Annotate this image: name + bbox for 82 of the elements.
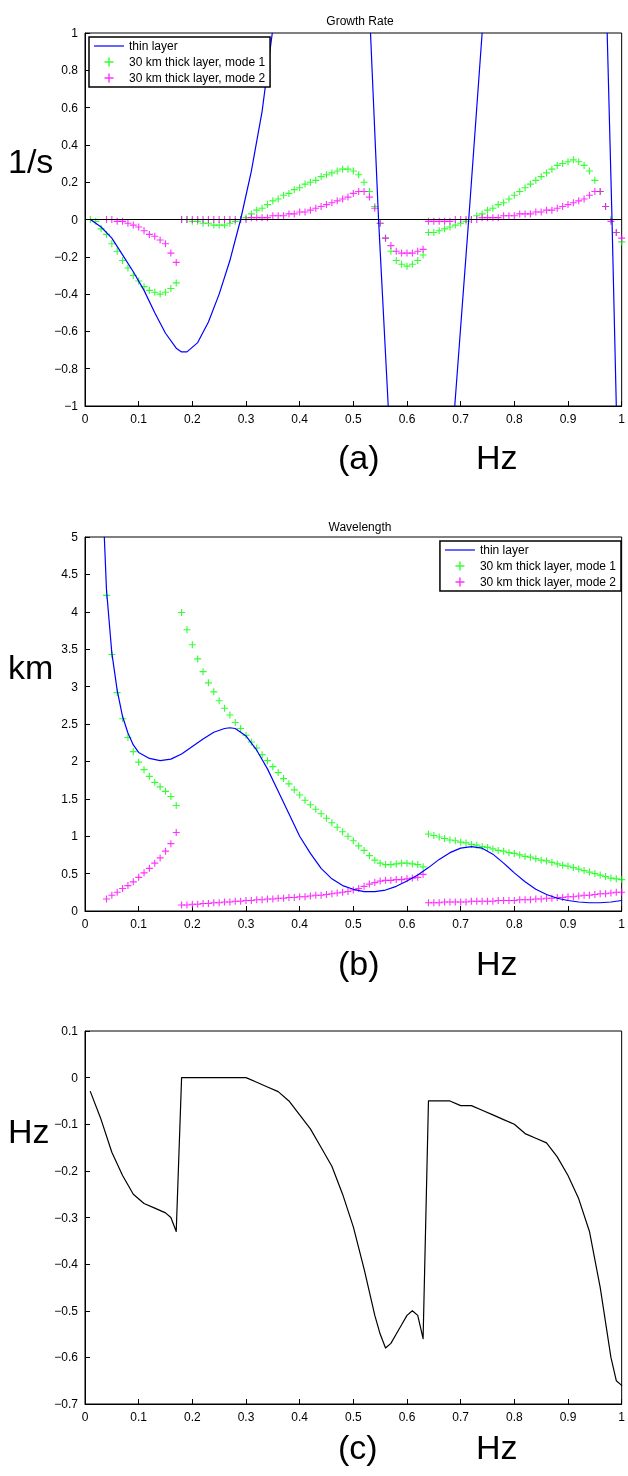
x-tick-label: 0.8 [505,1410,523,1424]
y-tick-label: 0.2 [61,175,79,190]
x-tick-label: 0 [81,1410,89,1424]
chart-title: Growth Rate [326,14,395,28]
x-tick-label: 0.6 [398,1410,416,1424]
y-tick-label: 0.5 [61,866,79,881]
y-tick-label: 4 [71,604,79,619]
x-tick-label: 0.7 [452,1410,470,1424]
legend-label: 30 km thick layer, mode 1 [479,559,617,573]
legend-label: 30 km thick layer, mode 2 [479,575,617,589]
x-tick-label: 0.2 [183,412,201,426]
y-tick-label: 1.5 [61,791,79,806]
x-tick-label: 0.2 [183,1410,201,1424]
x-tick-label: 1 [618,412,626,426]
text: (c) [338,1428,378,1466]
x-tick-label: 0.4 [291,1410,309,1424]
x-tick-label: 0.6 [398,412,416,426]
y-tick-label: 0.6 [61,100,79,115]
y-tick-label: 2.5 [61,717,79,731]
x-tick-label: 0.7 [452,412,470,426]
x-tick-label: 0.5 [344,412,362,426]
x-tick-label: 0.3 [237,917,255,931]
x-tick-label: 0.1 [130,1410,148,1424]
y-tick-label: −0.7 [54,1397,79,1411]
y-axis-title: km [8,648,54,686]
x-axis-title: Hz [476,1428,518,1466]
x-tick-label: 0.1 [130,412,148,426]
x-tick-label: 0.8 [505,412,523,426]
y-tick-label: −0.6 [54,1350,79,1365]
x-tick-label: 0.2 [183,917,201,931]
y-tick-label: 0 [71,904,79,918]
x-tick-label: 0.4 [291,917,309,931]
y-tick-label: −0.6 [54,324,79,339]
y-tick-label: 5 [71,530,79,544]
x-tick-label: 0.7 [452,917,470,931]
x-tick-label: 0.9 [559,917,577,931]
legend-label: 30 km thick layer, mode 2 [129,71,266,85]
y-tick-label: −0.4 [54,287,79,302]
y-tick-label: 4.5 [61,567,79,582]
x-tick-label: 0.3 [237,412,255,426]
x-tick-label: 0.4 [291,412,309,426]
legend-label: thin layer [479,543,529,557]
y-tick-label: 1 [71,26,79,40]
y-axis-title: Hz [8,1112,50,1150]
text: (a) [338,438,380,476]
y-tick-label: −0.8 [54,361,79,376]
y-tick-label: 1 [71,829,79,844]
y-tick-label: −0.3 [54,1210,79,1225]
y-tick-label: 0.8 [61,63,79,78]
y-tick-label: −0.5 [54,1303,79,1318]
x-tick-label: 0.1 [130,917,148,931]
y-tick-label: 0.4 [61,137,79,152]
y-tick-label: 3 [71,679,79,694]
y-tick-label: −1 [64,399,79,413]
x-tick-label: 0.6 [398,917,416,931]
y-tick-label: −0.4 [54,1257,79,1272]
y-tick-label: −0.2 [54,1163,79,1178]
y-tick-label: 2 [71,754,79,769]
y-tick-label: −0.1 [54,1117,79,1132]
legend-label: 30 km thick layer, mode 1 [129,55,266,69]
x-axis-title: Hz [476,944,518,982]
x-tick-label: 0 [81,412,89,426]
x-tick-label: 1 [618,917,626,931]
x-tick-label: 0.5 [344,1410,362,1424]
text: (b) [338,944,380,982]
x-tick-label: 0.3 [237,1410,255,1424]
x-tick-label: 0.5 [344,917,362,931]
x-tick-label: 0.8 [505,917,523,931]
x-tick-label: 1 [618,1410,626,1424]
y-tick-label: 3.5 [61,642,79,657]
y-tick-label: −0.2 [54,249,79,264]
y-tick-label: 0 [71,212,79,227]
y-tick-label: 0 [71,1070,79,1085]
chart-title: Wavelength [328,520,392,534]
legend-label: thin layer [129,39,178,53]
line-series [103,536,623,904]
y-axis-title: 1/s [8,142,54,180]
x-tick-label: 0 [81,917,89,931]
x-tick-label: 0.9 [559,1410,577,1424]
y-tick-label: 0.1 [61,1024,79,1038]
x-axis-title: Hz [476,438,518,476]
x-tick-label: 0.9 [559,412,577,426]
